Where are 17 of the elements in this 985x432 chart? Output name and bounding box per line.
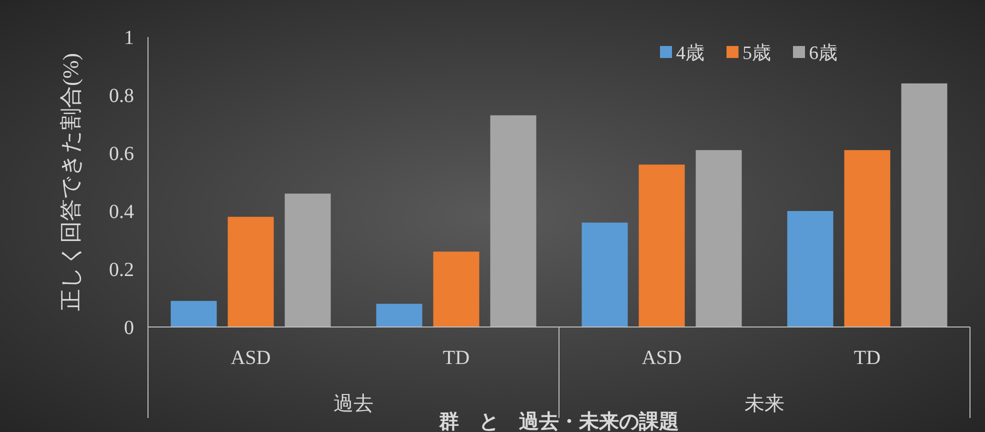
x-tick-label: ASD (642, 347, 682, 369)
y-tick-label: 0 (124, 317, 134, 339)
text: 過去 (334, 393, 374, 415)
y-tick-label: 0.6 (109, 143, 134, 165)
x-tick-label: TD (854, 347, 881, 369)
y-tick-label: 0.2 (109, 259, 134, 281)
y-tick-label: 0.4 (109, 201, 134, 223)
y-tick-label: 1 (124, 27, 134, 49)
x-axis-title: 群 と 過去・未来の課題 (438, 410, 679, 432)
x-tick-label: TD (442, 347, 470, 369)
legend-label: 4歳 (676, 43, 704, 64)
legend-label: 6歳 (809, 43, 838, 64)
x-tick-label: ASD (230, 347, 271, 369)
y-tick-label: 0.8 (109, 85, 134, 107)
legend-label: 5歳 (742, 43, 771, 64)
text: 未来 (744, 393, 784, 415)
y-axis-title: 正しく回答できた割合(%) (58, 53, 83, 311)
